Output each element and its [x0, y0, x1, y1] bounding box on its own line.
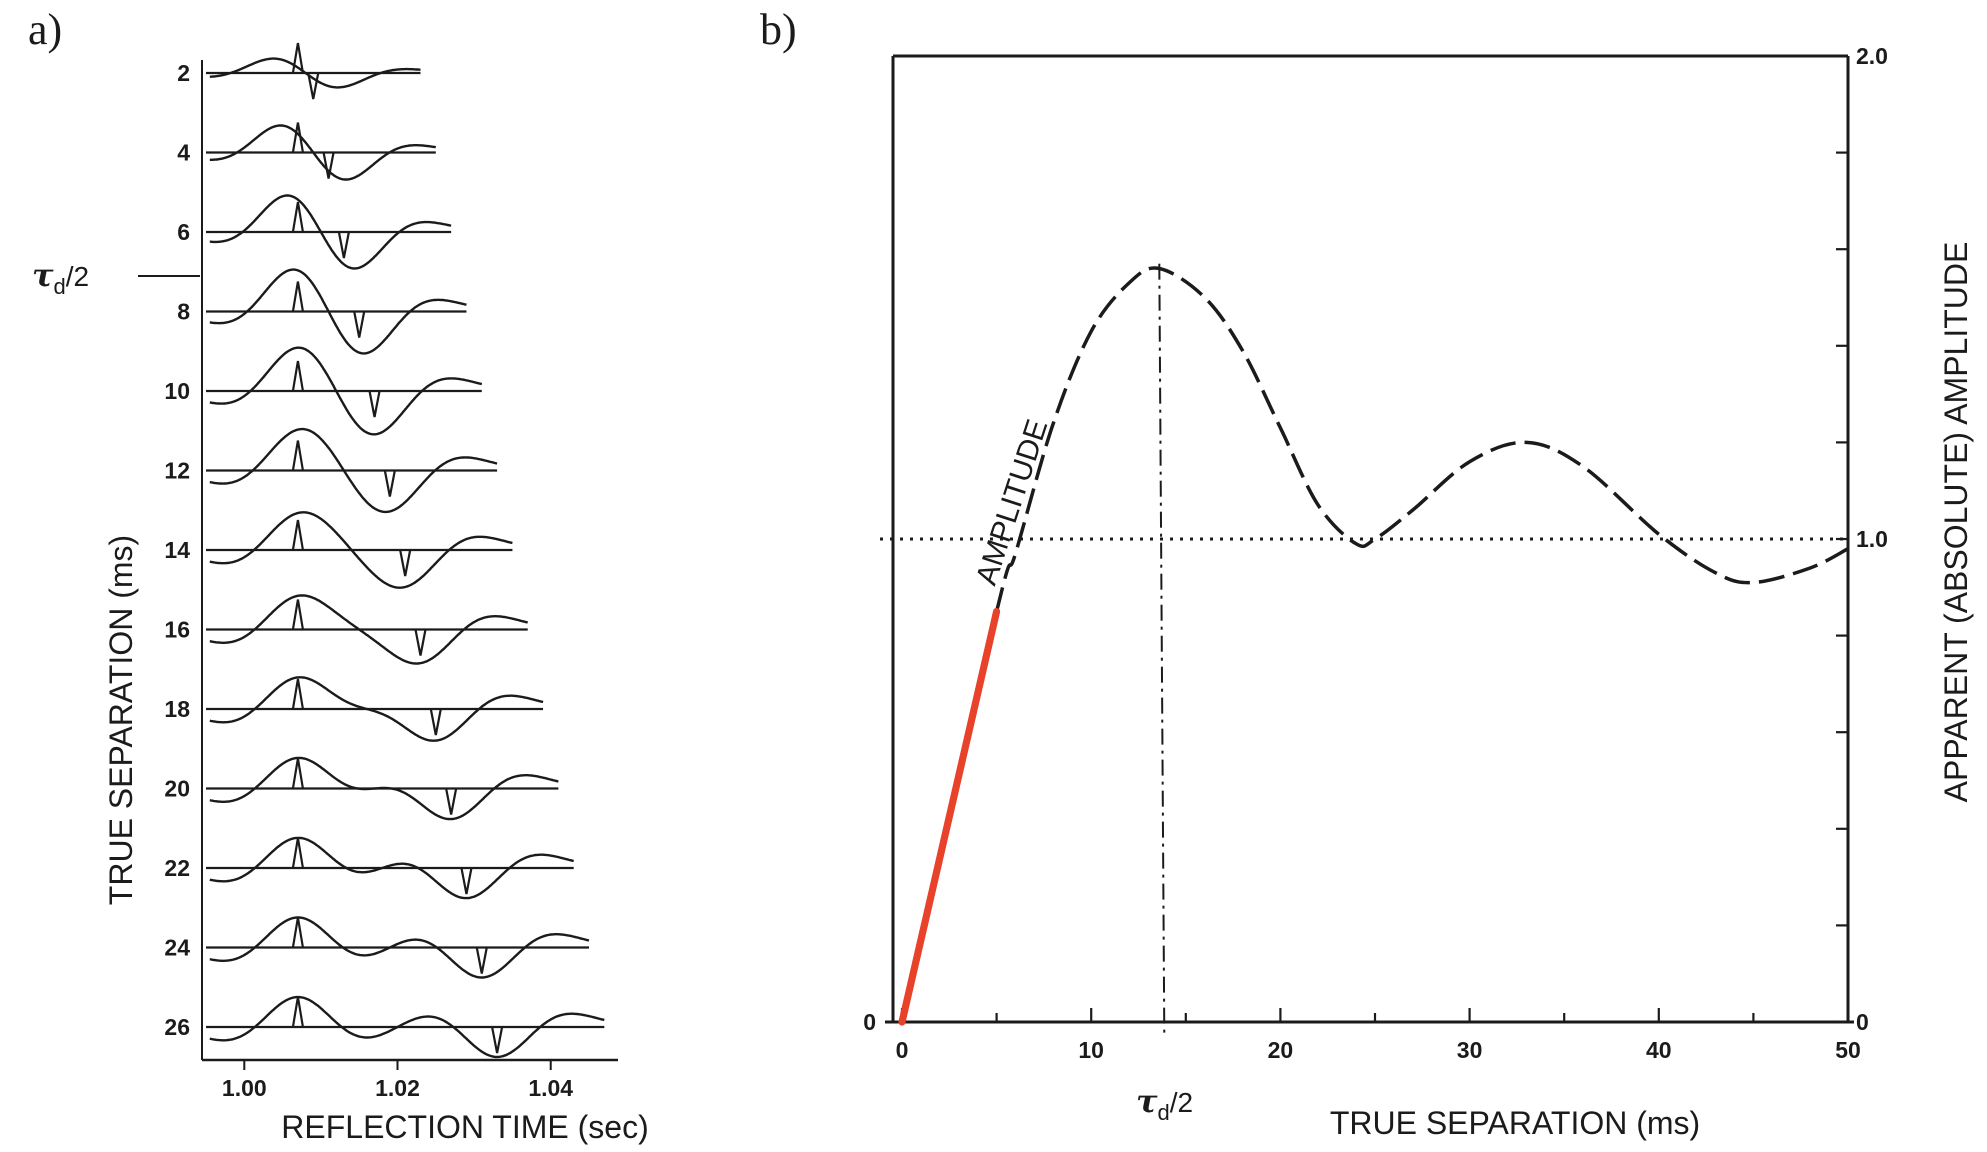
panel-a-x-tick-label: 1.02: [375, 1075, 420, 1101]
panel-a-x-title: REFLECTION TIME (sec): [281, 1109, 648, 1145]
wavelet-trace: [209, 268, 467, 355]
reflection-spike-base: [445, 788, 458, 815]
tau-symbol: τ: [32, 256, 54, 294]
tau-annotation-b: τd/2: [1136, 1082, 1193, 1125]
reflection-spike-top: [291, 519, 305, 551]
reflection-spike-top: [291, 837, 305, 869]
reflection-spike-top: [291, 360, 305, 392]
trace-label: 18: [164, 696, 190, 722]
tau-subscript-b: d: [1158, 1100, 1170, 1125]
x-tick-label: 30: [1457, 1037, 1483, 1063]
trace-label: 26: [164, 1014, 190, 1040]
tau-suffix-b: /2: [1170, 1087, 1193, 1118]
wavelet-trace: [209, 194, 452, 270]
x-tick-label: 20: [1268, 1037, 1294, 1063]
trace-label: 14: [164, 537, 190, 563]
reflection-spike-base: [491, 1026, 504, 1054]
wavelet-trace: [209, 511, 513, 589]
wavelet-trace: [209, 916, 590, 979]
reflection-spike-base: [429, 708, 442, 736]
panel-a-y-title: TRUE SEPARATION (ms): [103, 535, 139, 905]
reflection-spike-base: [383, 470, 396, 497]
trace-label: 8: [177, 299, 190, 325]
wavelet-trace: [209, 676, 544, 742]
y-tick-label: 2.0: [1856, 43, 1888, 69]
tau-suffix: /2: [66, 261, 89, 292]
wavelet-trace: [209, 57, 421, 89]
reflection-spike-top: [291, 440, 305, 471]
y-tick-label: 0: [1856, 1009, 1869, 1035]
reflection-spike-base: [460, 867, 473, 895]
x-tick-label: 0: [896, 1037, 909, 1063]
panel-b-y-title: APPARENT (ABSOLUTE) AMPLITUDE: [1938, 242, 1974, 803]
panel-b-label: b): [760, 5, 797, 54]
reflection-spike-base: [414, 629, 427, 656]
panel-a-label: a): [28, 5, 62, 54]
wavelet-trace: [209, 594, 528, 665]
peak-marker-line: [1158, 263, 1166, 1037]
wavelet-trace: [209, 346, 483, 436]
trace-label: 24: [164, 935, 190, 961]
reference-lines: [880, 263, 1848, 1037]
x-tick-label: 40: [1646, 1037, 1672, 1063]
trace-label: 6: [177, 219, 190, 245]
amplitude-series-line: [900, 266, 1849, 1023]
tau-subscript: d: [54, 274, 66, 299]
trace-label: 12: [164, 458, 190, 484]
wavelet-trace: [209, 756, 559, 821]
trace-label: 16: [164, 617, 190, 643]
reflection-spike-top: [291, 678, 305, 710]
series-group: [898, 266, 1849, 1026]
reflection-spike-base: [399, 549, 412, 577]
wavelet-trace: [209, 427, 498, 514]
reflection-spike-top: [291, 599, 305, 630]
x-tick-label: 50: [1835, 1037, 1861, 1063]
reflection-spike-top: [291, 996, 305, 1028]
panel-a-x-axis: 1.00 1.02 1.04: [201, 60, 618, 1101]
reflection-spike-base: [368, 390, 381, 418]
trace-label: 22: [164, 855, 190, 881]
wavelet-trace: [209, 995, 605, 1059]
trace-label: 2: [177, 60, 190, 86]
reflection-spike-base: [353, 311, 366, 338]
panel-a-x-tick-label: 1.04: [528, 1075, 573, 1101]
reflection-spike-base: [475, 947, 488, 974]
trace-label: 4: [177, 140, 190, 166]
reflection-spike-base: [337, 231, 350, 259]
wavelet-trace: [209, 836, 574, 900]
tau-annotation-a: τd/2: [32, 256, 200, 299]
tau-symbol-b: τ: [1136, 1082, 1158, 1120]
x-tick-label: 10: [1078, 1037, 1104, 1063]
reflection-spike-base: [322, 152, 335, 179]
panel-b-x-title: TRUE SEPARATION (ms): [1330, 1105, 1700, 1141]
y-tick-label-left: 0: [863, 1009, 876, 1035]
reflection-spike-top: [291, 122, 305, 153]
reflection-spike-top: [291, 201, 305, 233]
reflection-spike-top: [291, 758, 305, 789]
linear-series-overlay: [898, 608, 1001, 1026]
y-tick-label: 1.0: [1856, 526, 1888, 552]
reflection-spike-top: [291, 42, 305, 74]
panel-a-x-tick-label: 1.00: [222, 1075, 267, 1101]
trace-group: [206, 42, 605, 1059]
svg-text:τd/2: τd/2: [32, 256, 89, 299]
reflection-spike-top: [291, 281, 305, 312]
trace-label: 10: [164, 378, 190, 404]
wavelet-trace: [209, 124, 437, 181]
reflection-spike-top: [291, 917, 305, 948]
trace-label: 20: [164, 776, 190, 802]
